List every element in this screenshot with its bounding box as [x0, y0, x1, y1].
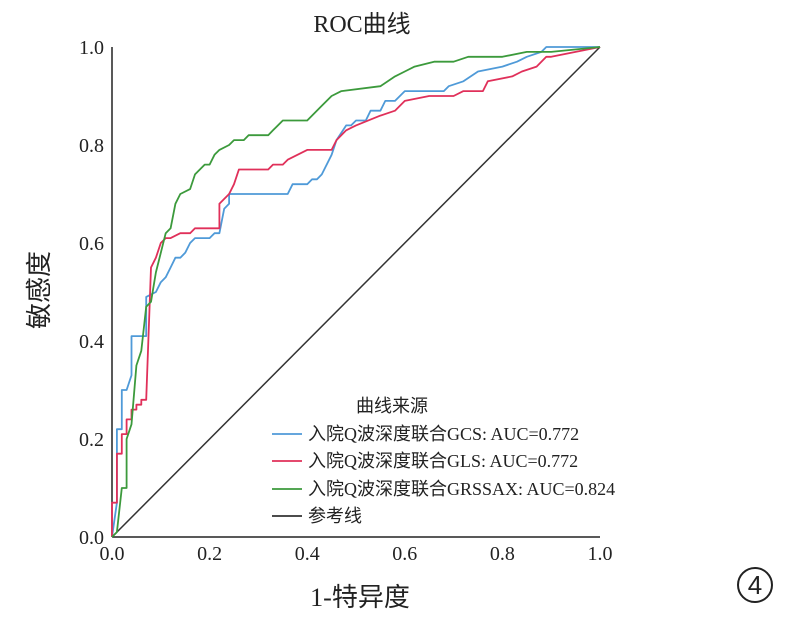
y-tick-label: 0.0: [79, 527, 104, 549]
tick-labels: 0.0 0.2 0.4 0.6 0.8 1.0 0.0 0.2 0.4 0.6 0.8 1.0: [79, 37, 613, 565]
y-tick-label: 0.2: [79, 429, 104, 451]
legend-label-3: 参考线: [308, 506, 362, 526]
series-line-3: [111, 46, 601, 538]
legend-label-0: 入院Q波深度联合GCS: AUC=0.772: [308, 424, 579, 444]
legend-label-2: 入院Q波深度联合GRSSAX: AUC=0.824: [308, 479, 615, 499]
x-axis-title: 1-特异度: [310, 583, 410, 612]
figure-badge: 4: [737, 567, 773, 603]
x-tick-label: 0.0: [100, 543, 125, 565]
y-tick-label: 0.8: [79, 135, 104, 157]
y-axis-title: 敏感度: [25, 251, 54, 329]
chart-title: ROC曲线: [313, 11, 410, 38]
badge-circle: [737, 567, 773, 603]
series-line-2: [111, 46, 601, 538]
y-tick-label: 0.6: [79, 233, 104, 255]
x-tick-label: 0.8: [490, 543, 515, 565]
series-lines: [111, 46, 601, 538]
y-tick-label: 0.4: [79, 331, 104, 353]
badge-label: 4: [748, 570, 762, 600]
x-tick-label: 0.6: [392, 543, 417, 565]
legend-label-1: 入院Q波深度联合GLS: AUC=0.772: [308, 451, 578, 471]
series-line-0: [111, 46, 600, 538]
x-tick-label: 0.2: [197, 543, 222, 565]
x-tick-label: 0.4: [295, 543, 320, 565]
legend-title: 曲线来源: [356, 396, 428, 416]
axes: [111, 47, 600, 538]
x-tick-label: 1.0: [588, 543, 613, 565]
y-tick-label: 1.0: [79, 37, 104, 59]
legend: 曲线来源 入院Q波深度联合GCS: AUC=0.772 入院Q波深度联合GLS: …: [272, 396, 615, 526]
